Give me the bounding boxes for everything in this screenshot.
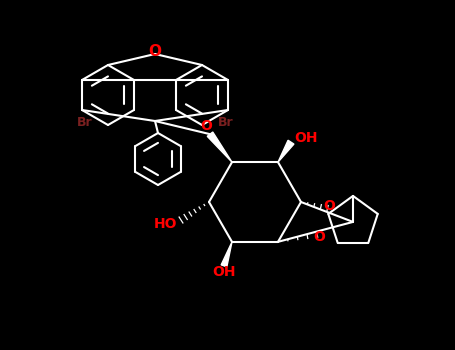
- Text: O: O: [148, 43, 162, 58]
- Text: O: O: [324, 199, 335, 213]
- Text: HO: HO: [153, 217, 177, 231]
- Text: Br: Br: [76, 117, 92, 130]
- Text: O: O: [313, 230, 325, 244]
- Text: OH: OH: [294, 131, 318, 145]
- Text: OH: OH: [212, 265, 236, 279]
- Polygon shape: [207, 132, 232, 162]
- Text: O: O: [200, 119, 212, 133]
- Polygon shape: [278, 140, 294, 162]
- Text: Br: Br: [218, 117, 233, 130]
- Polygon shape: [221, 242, 232, 267]
